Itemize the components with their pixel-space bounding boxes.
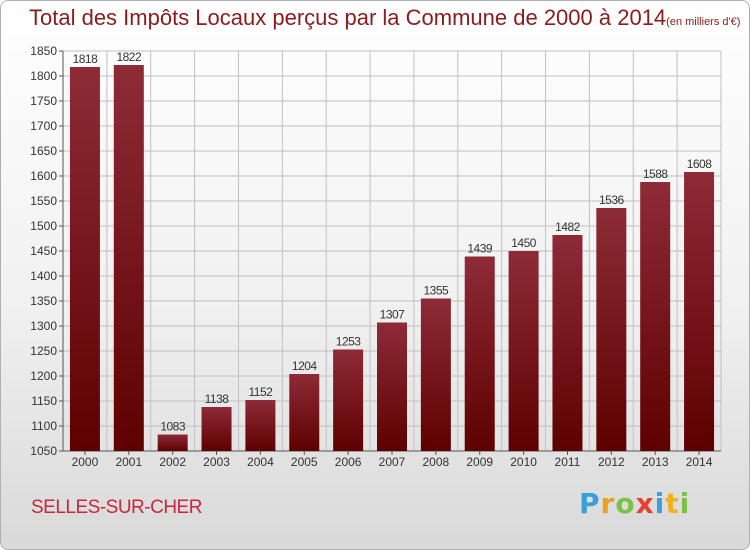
commune-name: SELLES-SUR-CHER (31, 497, 202, 518)
data-label: 1138 (205, 392, 230, 406)
bar (245, 400, 276, 451)
chart-title: Total des Impôts Locaux perçus par la Co… (29, 5, 740, 31)
y-tick-label: 1050 (30, 444, 57, 458)
x-tick-label: 2008 (423, 455, 450, 469)
bar (113, 65, 144, 451)
bar (640, 182, 671, 451)
bar (464, 256, 495, 451)
data-label: 1822 (116, 50, 142, 64)
y-tick-label: 1400 (30, 269, 57, 283)
y-tick-label: 1850 (30, 44, 57, 58)
y-tick-label: 1500 (30, 219, 57, 233)
y-tick-label: 1550 (30, 194, 57, 208)
data-label: 1608 (687, 157, 713, 171)
data-label: 1482 (555, 220, 581, 234)
x-tick-label: 2000 (72, 455, 99, 469)
y-tick-label: 1750 (30, 94, 57, 108)
bar (552, 235, 583, 451)
bar (684, 172, 715, 451)
y-tick-label: 1200 (30, 369, 57, 383)
proxiti-logo: Proxiti (579, 487, 691, 520)
data-labels: 1818 1822 1083 1138 1152 1204 1253 1307 1355 1439… (73, 50, 713, 434)
x-tick-label: 2009 (466, 455, 493, 469)
y-tick-label: 1600 (30, 169, 57, 183)
x-tick-label: 2013 (642, 455, 669, 469)
x-tick-label: 2006 (335, 455, 362, 469)
x-tick-label: 2005 (291, 455, 318, 469)
data-label: 1307 (380, 308, 406, 322)
y-tick-label: 1350 (30, 294, 57, 308)
data-label: 1450 (511, 236, 537, 250)
y-tick-label: 1150 (31, 394, 57, 408)
data-label: 1253 (336, 335, 362, 349)
y-tick-label: 1700 (30, 119, 57, 133)
x-tick-label: 2010 (510, 455, 537, 469)
data-label: 1083 (160, 420, 186, 434)
x-tick-label: 2004 (247, 455, 274, 469)
x-tick-label: 2007 (379, 455, 406, 469)
bar (508, 251, 539, 451)
x-tick-label: 2002 (159, 455, 186, 469)
bar (333, 349, 364, 451)
y-tick-label: 1650 (30, 144, 57, 158)
x-tick-label: 2014 (686, 455, 713, 469)
bars (69, 65, 715, 451)
data-label: 1439 (467, 242, 493, 256)
data-label: 1818 (73, 52, 99, 66)
y-tick-label: 1450 (30, 244, 57, 258)
bar (596, 208, 627, 451)
x-tick-label: 2011 (555, 455, 581, 469)
y-tick-label: 1800 (30, 69, 57, 83)
y-tick-label: 1250 (30, 344, 57, 358)
data-label: 1204 (292, 359, 318, 373)
data-label: 1588 (643, 167, 669, 181)
y-tick-label: 1100 (31, 419, 57, 433)
data-label: 1536 (599, 193, 625, 207)
bar (377, 322, 407, 451)
bar (289, 374, 320, 451)
bar (201, 407, 232, 451)
x-tick-label: 2003 (203, 455, 230, 469)
data-label: 1355 (424, 284, 450, 298)
bar (157, 434, 188, 451)
chart-title-text: Total des Impôts Locaux perçus par la Co… (29, 5, 667, 30)
data-label: 1152 (248, 385, 273, 399)
bar (69, 67, 100, 451)
chart-title-unit: (en milliers d'€) (666, 16, 741, 28)
bar (420, 298, 451, 451)
y-tick-label: 1300 (30, 319, 57, 333)
x-tick-label: 2001 (115, 455, 142, 469)
x-tick-label: 2012 (598, 455, 625, 469)
